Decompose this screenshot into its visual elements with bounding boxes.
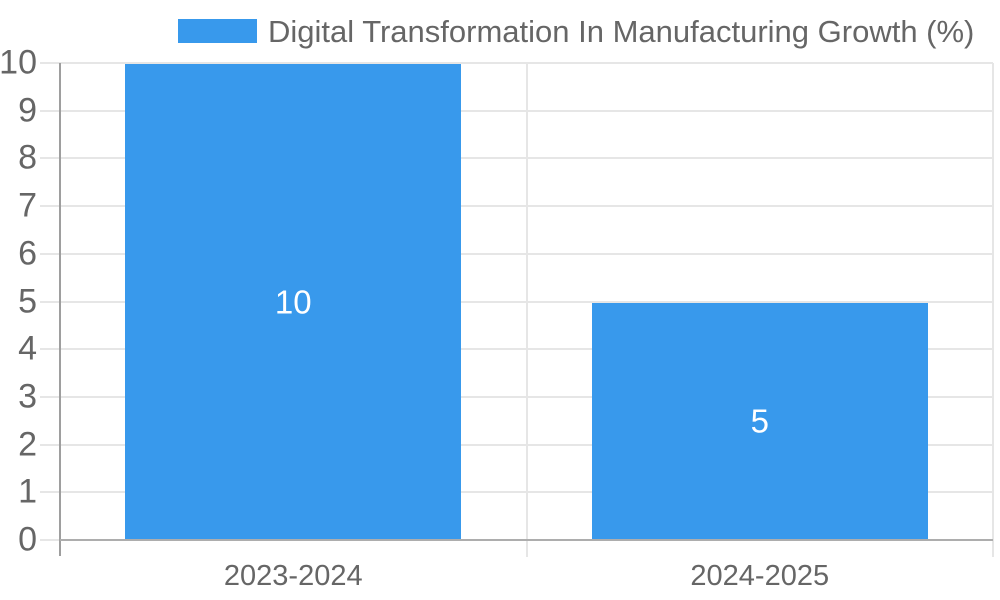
gridline-x-boundary-1 bbox=[525, 63, 528, 557]
gridline-y-9 bbox=[40, 109, 993, 112]
legend-label: Digital Transformation In Manufacturing … bbox=[268, 13, 975, 49]
y-axis-tick-label: 3 bbox=[18, 377, 37, 416]
y-axis-tick-label: 5 bbox=[18, 281, 37, 320]
gridline-y-1 bbox=[40, 491, 993, 494]
y-axis-tick-label: 6 bbox=[18, 234, 37, 273]
gridline-y-3 bbox=[40, 395, 993, 398]
y-axis-tick-label: 7 bbox=[18, 186, 37, 225]
y-axis-tick-label: 9 bbox=[18, 91, 37, 130]
y-axis-tick-label: 2 bbox=[18, 424, 37, 463]
y-axis-tick-label: 1 bbox=[18, 472, 37, 511]
x-axis-tick-label: 2023-2024 bbox=[223, 560, 363, 592]
legend-swatch bbox=[178, 19, 257, 43]
bar-value-label: 5 bbox=[750, 402, 769, 440]
chart-legend[interactable]: Digital Transformation In Manufacturing … bbox=[178, 16, 974, 47]
bar-value-label: 10 bbox=[274, 283, 312, 320]
y-axis-tick-label: 8 bbox=[18, 138, 37, 177]
y-axis-tick-label: 4 bbox=[18, 329, 37, 368]
gridline-y-2 bbox=[40, 443, 993, 446]
y-axis-tick-label: 10 bbox=[0, 43, 37, 82]
gridline-y-8 bbox=[40, 157, 993, 160]
bar-2023-2024[interactable] bbox=[125, 64, 462, 540]
x-axis-tick-label: 2024-2025 bbox=[690, 560, 830, 592]
bar-2024-2025[interactable] bbox=[591, 302, 928, 540]
y-axis-tick-label: 0 bbox=[18, 520, 37, 559]
gridline-y-7 bbox=[40, 205, 993, 208]
x-axis-line bbox=[60, 539, 993, 541]
gridline-x-boundary-2 bbox=[992, 63, 994, 557]
gridline-y-4 bbox=[40, 348, 993, 351]
gridline-y-6 bbox=[40, 252, 993, 255]
y-axis-line bbox=[59, 63, 61, 556]
gridline-y-10 bbox=[40, 62, 993, 64]
gridline-y-5 bbox=[40, 300, 993, 303]
